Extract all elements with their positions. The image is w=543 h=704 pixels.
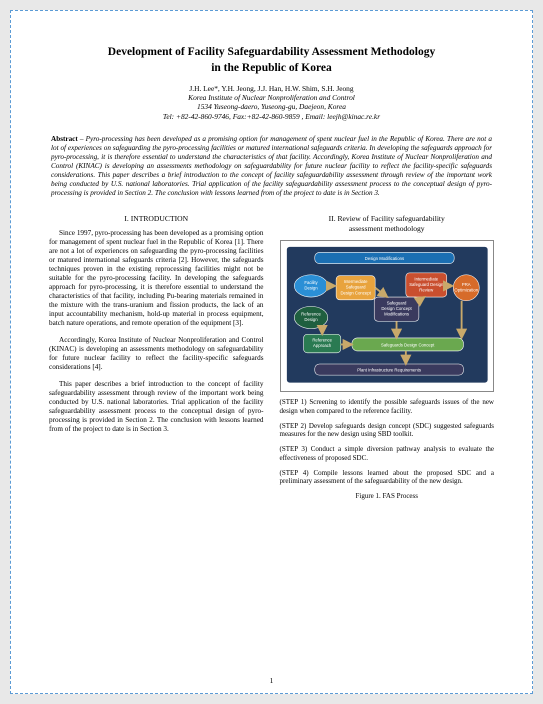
diag-pra-l1: PRA: [461, 282, 470, 287]
diag-refapp-l2: Approach: [313, 343, 332, 348]
diag-sdc-l1: Safeguard: [386, 300, 406, 305]
diag-sdc-l2: Design Concept: [381, 306, 412, 311]
diag-sdcbar: Safeguards Design Concept: [381, 342, 435, 347]
step-4: (STEP 4) Compile lessons learned about t…: [280, 469, 495, 487]
column-right: II. Review of Facility safeguardability …: [280, 214, 495, 501]
authors: J.H. Lee*, Y.H. Jeong, J.J. Han, H.W. Sh…: [49, 84, 494, 93]
authors-block: J.H. Lee*, Y.H. Jeong, J.J. Han, H.W. Sh…: [49, 84, 494, 121]
diag-refdsg-l2: Design: [304, 317, 318, 322]
step-1: (STEP 1) Screening to identify the possi…: [280, 398, 495, 416]
section2-heading-l2: assessment methodology: [280, 224, 495, 233]
diag-top: Design Modifications: [364, 256, 403, 261]
diag-bottom: Plant Infrastructure Requirements: [357, 367, 421, 372]
paper-page: Development of Facility Safeguardability…: [10, 10, 533, 694]
figure-caption: Figure 1. FAS Process: [280, 492, 495, 501]
intro-p3: This paper describes a brief introductio…: [49, 380, 264, 434]
fas-diagram-svg: Design Modifications Facility Design Int…: [285, 245, 490, 384]
column-left: I. INTRODUCTION Since 1997, pyro-process…: [49, 214, 264, 501]
step-2: (STEP 2) Develop safeguards design conce…: [280, 422, 495, 440]
intro-p2: Accordingly, Korea Institute of Nuclear …: [49, 336, 264, 372]
intro-p1: Since 1997, pyro-processing has been dev…: [49, 229, 264, 328]
paper-title-line1: Development of Facility Safeguardability…: [49, 45, 494, 59]
diag-mods-l1: Intermediate: [343, 279, 367, 284]
fas-process-diagram: Design Modifications Facility Design Int…: [280, 240, 495, 392]
diag-mods-l3: Design Concept: [340, 290, 371, 295]
contact: Tel: +82-42-860-9746, Fax:+82-42-860-985…: [49, 112, 494, 121]
step-3: (STEP 3) Conduct a simple diversion path…: [280, 445, 495, 463]
diag-intrev-l3: Review: [419, 287, 434, 292]
abstract: Abstract – Pyro-processing has been deve…: [49, 135, 494, 198]
abstract-label: Abstract: [51, 135, 78, 143]
diag-refdsg-l1: Reference: [301, 311, 321, 316]
diag-refapp-l1: Reference: [312, 337, 332, 342]
diag-facility-l1: Facility: [304, 280, 318, 285]
diag-sdc-l3: Modifications: [384, 311, 409, 316]
diag-pra-l2: Optimization: [454, 287, 478, 292]
paper-title-line2: in the Republic of Korea: [49, 61, 494, 75]
address: 1534 Yuseong-daero, Yuseong-gu, Daejeon,…: [49, 102, 494, 111]
two-column-body: I. INTRODUCTION Since 1997, pyro-process…: [49, 214, 494, 501]
affiliation: Korea Institute of Nuclear Nonproliferat…: [49, 93, 494, 102]
diag-intrev-l1: Intermediate: [414, 276, 438, 281]
diag-mods-l2: Safeguard: [345, 284, 365, 289]
section2-heading-l1: II. Review of Facility safeguardability: [280, 214, 495, 223]
diag-facility-l2: Design: [304, 285, 318, 290]
diag-intrev-l2: Safeguard Design: [409, 282, 444, 287]
abstract-text: – Pyro-processing has been developed as …: [51, 135, 492, 197]
section1-heading: I. INTRODUCTION: [49, 214, 264, 223]
